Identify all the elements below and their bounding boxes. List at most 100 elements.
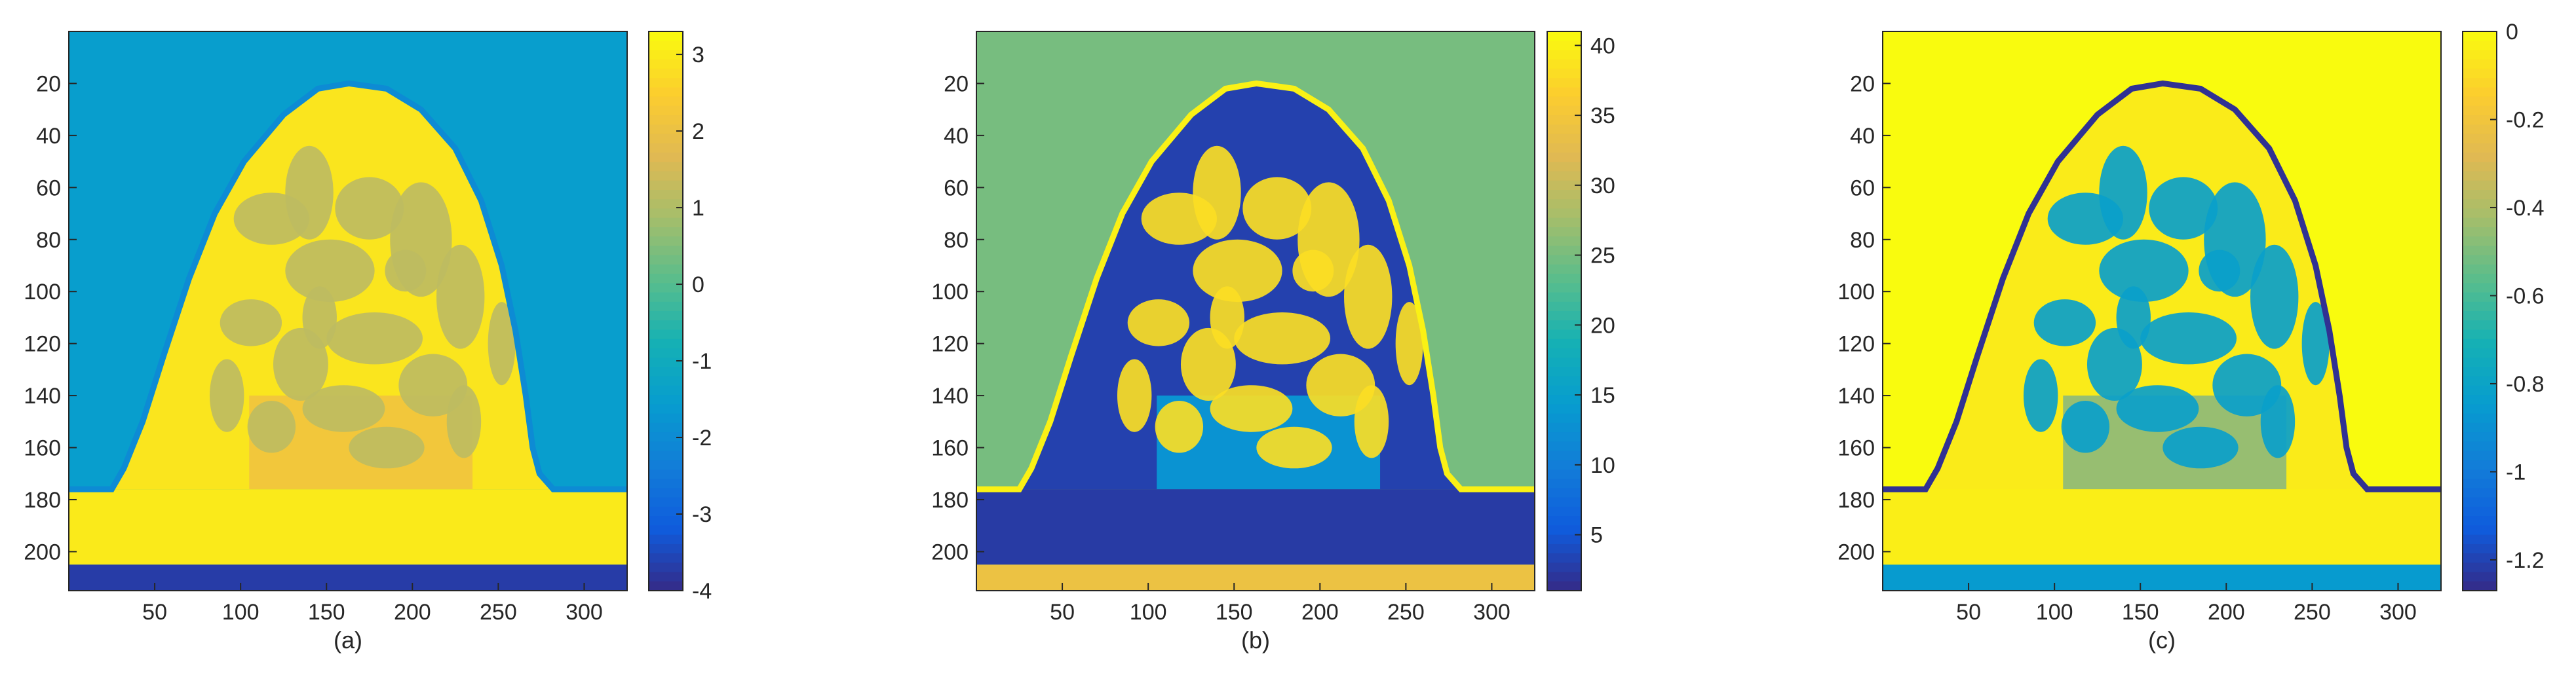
heatmap-pattern-blob [1256,426,1332,469]
colorbar-tick-label: 2 [692,119,704,144]
colorbar-segment [649,506,683,517]
colorbar-segment [2463,339,2497,349]
colorbar-segment [649,395,683,405]
y-tick-label: 180 [1837,488,1875,513]
colorbar-segment [649,404,683,415]
colorbar-segment [2463,516,2497,526]
colorbar-segment [1547,217,1581,228]
panel-caption: (b) [1241,627,1270,654]
colorbar-tick-label: 0 [2506,20,2518,45]
panel-caption: (a) [334,627,362,654]
colorbar-tick-label: 1 [692,196,704,221]
colorbar-segment [649,563,683,573]
colorbar-frame [648,31,683,591]
x-tick-label: 150 [1216,600,1253,625]
colorbar-segment [649,413,683,424]
colorbar-segment [2463,395,2497,405]
x-tick-label: 50 [1050,600,1075,625]
y-tick-label: 200 [1837,540,1875,564]
heatmap-pattern-blob [302,286,337,349]
heatmap-pattern-blob [2163,426,2239,469]
colorbar-segment [1547,451,1581,461]
y-tick-label: 200 [931,540,969,564]
colorbar-segment [1547,301,1581,312]
colorbar-segment [2463,441,2497,452]
colorbar-segment [1547,124,1581,135]
colorbar-segment [1547,413,1581,424]
colorbar-segment [2463,283,2497,293]
colorbar-segment [649,87,683,98]
colorbar-segment [1547,50,1581,60]
colorbar-segment [2463,236,2497,247]
colorbar-segment [2463,422,2497,433]
colorbar-segment [1547,544,1581,554]
heatmap-pattern-blob [1344,244,1393,349]
colorbar-segment [1547,59,1581,69]
heatmap-pattern-blob [1210,385,1293,432]
y-tick-label: 80 [1850,228,1875,253]
colorbar-segment [1547,199,1581,210]
y-tick-label: 20 [1850,71,1875,96]
heatmap-pattern-blob [2116,385,2199,432]
y-tick-label: 180 [931,488,969,513]
colorbar-segment [1547,208,1581,219]
colorbar-segment [1547,506,1581,517]
heatmap-pattern-blob [285,239,375,303]
colorbar-tick-label: 20 [1590,313,1615,338]
colorbar-segment [2463,87,2497,98]
heatmap-pattern-blob [2140,312,2237,365]
colorbar-tick-label: 40 [1590,33,1615,58]
colorbar-segment [1547,348,1581,358]
colorbar-segment [1547,563,1581,573]
colorbar-segment [2463,348,2497,358]
x-tick-label: 200 [394,600,431,625]
heatmap-pattern-blob [1242,177,1312,240]
colorbar-segment [2463,59,2497,69]
colorbar-segment [1547,105,1581,116]
heatmap-pattern-blob [1127,299,1190,346]
y-tick-label: 180 [24,488,61,513]
colorbar-segment [649,553,683,564]
x-tick-label: 200 [1301,600,1339,625]
colorbar-segment [2463,563,2497,573]
y-tick-label: 100 [24,280,61,305]
colorbar-segment [649,96,683,107]
heatmap-pattern-blob [2116,286,2151,349]
colorbar-segment [649,153,683,163]
colorbar-segment [649,329,683,340]
x-tick-label: 200 [2208,600,2245,625]
colorbar-segment [2463,320,2497,331]
colorbar-segment [2463,367,2497,377]
colorbar-segment [2463,292,2497,303]
colorbar-segment [1547,358,1581,368]
heatmap-pattern-blob [1193,239,1282,303]
colorbar-segment [2463,451,2497,461]
y-tick-label: 40 [1850,124,1875,149]
heatmap-pattern-blob [2099,239,2189,303]
colorbar-segment [649,236,683,247]
y-tick-label: 140 [1837,384,1875,409]
colorbar-segment [1547,264,1581,274]
colorbar-segment [1547,274,1581,284]
colorbar-segment [1547,525,1581,536]
colorbar-segment [2463,301,2497,312]
colorbar-segment [649,367,683,377]
x-tick-label: 100 [222,600,260,625]
colorbar-tick-label: -1.2 [2506,548,2545,573]
colorbar-segment [2463,264,2497,274]
heatmap-pattern-blob [1210,286,1244,349]
colorbar-segment [2463,208,2497,219]
y-tick-label: 200 [24,540,61,564]
y-tick-label: 40 [36,124,61,149]
heatmap-pattern-blob [1117,359,1152,432]
colorbar-tick-label: -4 [692,579,712,604]
heatmap-pattern-blob [302,385,385,432]
colorbar-segment [649,376,683,386]
colorbar-segment [1547,292,1581,303]
colorbar-segment [1547,236,1581,247]
colorbar-segment [2463,227,2497,237]
colorbar-segment [2463,432,2497,443]
colorbar-segment [2463,506,2497,517]
heatmap-tissue-inner [2023,145,2330,490]
colorbar-segment [2463,78,2497,88]
